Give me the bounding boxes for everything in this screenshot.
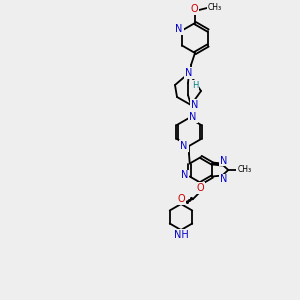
Text: N: N [181, 170, 188, 181]
Text: NH: NH [174, 230, 188, 240]
Text: N: N [175, 25, 183, 34]
Text: N: N [220, 175, 227, 184]
Text: O: O [190, 4, 198, 14]
Text: N: N [189, 112, 197, 122]
Text: O: O [177, 194, 185, 204]
Text: N: N [220, 155, 227, 166]
Text: O: O [196, 183, 204, 193]
Text: N: N [191, 100, 199, 110]
Text: CH₃: CH₃ [237, 166, 251, 175]
Text: N: N [180, 141, 188, 151]
Text: CH₃: CH₃ [208, 2, 222, 11]
Text: N: N [185, 68, 193, 78]
Text: H: H [192, 80, 198, 89]
